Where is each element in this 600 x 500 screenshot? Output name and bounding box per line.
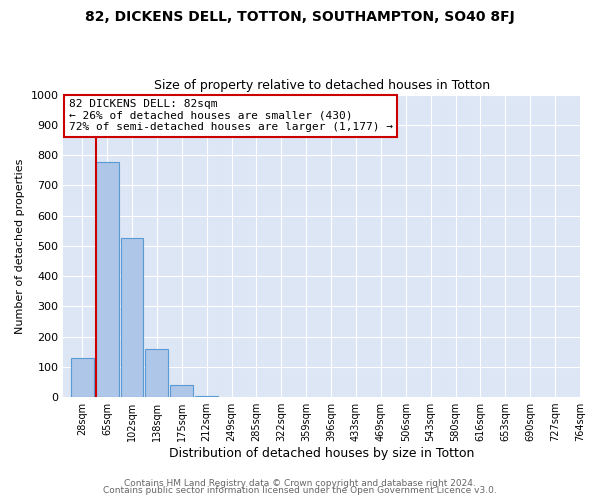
Text: Contains HM Land Registry data © Crown copyright and database right 2024.: Contains HM Land Registry data © Crown c…: [124, 478, 476, 488]
Title: Size of property relative to detached houses in Totton: Size of property relative to detached ho…: [154, 79, 490, 92]
Bar: [145, 350, 169, 397]
Bar: [121, 238, 143, 397]
Bar: [71, 358, 94, 397]
Text: Contains public sector information licensed under the Open Government Licence v3: Contains public sector information licen…: [103, 486, 497, 495]
Bar: [95, 162, 119, 397]
X-axis label: Distribution of detached houses by size in Totton: Distribution of detached houses by size …: [169, 447, 475, 460]
Bar: [195, 396, 218, 397]
Text: 82, DICKENS DELL, TOTTON, SOUTHAMPTON, SO40 8FJ: 82, DICKENS DELL, TOTTON, SOUTHAMPTON, S…: [85, 10, 515, 24]
Bar: [170, 385, 193, 397]
Text: 82 DICKENS DELL: 82sqm
← 26% of detached houses are smaller (430)
72% of semi-de: 82 DICKENS DELL: 82sqm ← 26% of detached…: [68, 99, 392, 132]
Y-axis label: Number of detached properties: Number of detached properties: [15, 158, 25, 334]
